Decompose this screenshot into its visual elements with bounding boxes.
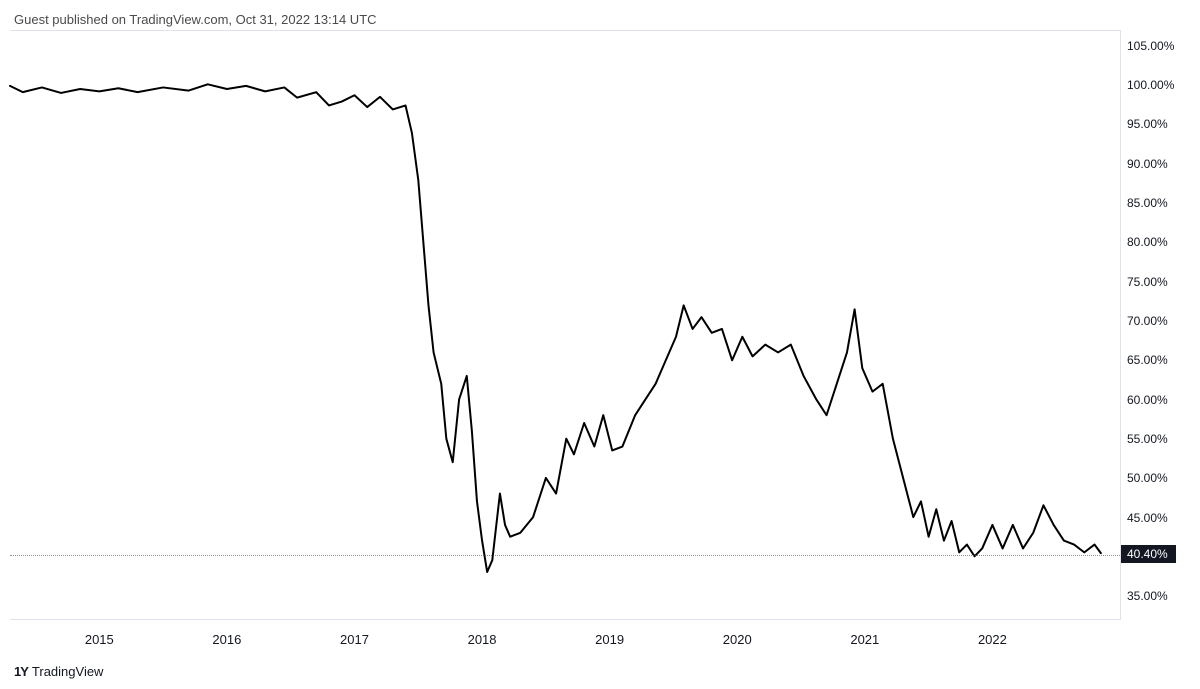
y-tick-label: 35.00% <box>1127 589 1168 603</box>
chart-plot-area[interactable] <box>10 30 1120 620</box>
line-chart-svg <box>10 31 1120 619</box>
current-value-marker: 40.40% <box>1121 545 1176 563</box>
x-tick-label: 2017 <box>340 632 369 647</box>
x-tick-label: 2020 <box>723 632 752 647</box>
tradingview-logo-icon: 1Y <box>14 664 28 679</box>
x-tick-label: 2015 <box>85 632 114 647</box>
y-tick-label: 50.00% <box>1127 471 1168 485</box>
publish-text: Guest published on TradingView.com, Oct … <box>14 12 377 27</box>
y-tick-label: 100.00% <box>1127 78 1174 92</box>
y-tick-label: 80.00% <box>1127 235 1168 249</box>
reference-line <box>10 555 1120 556</box>
y-tick-label: 45.00% <box>1127 511 1168 525</box>
y-tick-label: 60.00% <box>1127 393 1168 407</box>
x-tick-label: 2021 <box>850 632 879 647</box>
brand-footer[interactable]: 1Y TradingView <box>14 664 103 679</box>
brand-label: TradingView <box>32 664 104 679</box>
y-tick-label: 75.00% <box>1127 275 1168 289</box>
y-tick-label: 85.00% <box>1127 196 1168 210</box>
y-tick-label: 65.00% <box>1127 353 1168 367</box>
y-tick-label: 90.00% <box>1127 157 1168 171</box>
x-tick-label: 2019 <box>595 632 624 647</box>
y-tick-label: 70.00% <box>1127 314 1168 328</box>
y-tick-label: 55.00% <box>1127 432 1168 446</box>
x-tick-label: 2022 <box>978 632 1007 647</box>
y-axis: 35.00%40.00%45.00%50.00%55.00%60.00%65.0… <box>1120 30 1195 620</box>
price-line <box>10 84 1101 572</box>
x-tick-label: 2016 <box>212 632 241 647</box>
x-tick-label: 2018 <box>468 632 497 647</box>
y-tick-label: 105.00% <box>1127 39 1174 53</box>
y-tick-label: 95.00% <box>1127 117 1168 131</box>
publish-header: Guest published on TradingView.com, Oct … <box>14 12 377 27</box>
x-axis: 2015 2016 2017 2018 2019 2020 2021 2022 <box>10 620 1120 650</box>
